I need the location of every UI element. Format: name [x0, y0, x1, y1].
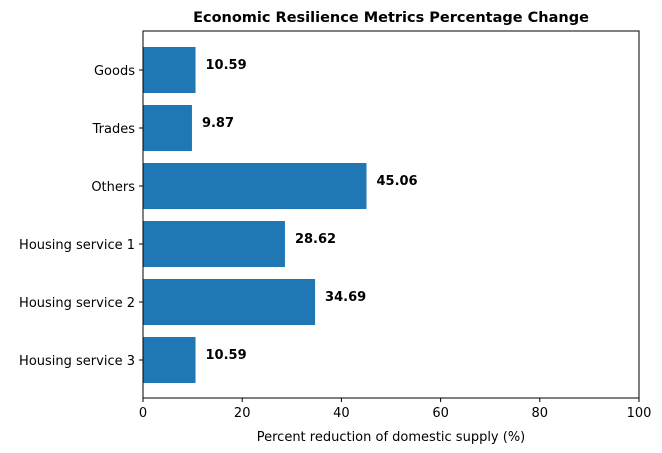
data-label-1: 9.87 — [202, 116, 234, 131]
bar-3 — [143, 221, 285, 267]
data-label-2: 45.06 — [376, 174, 417, 189]
x-tick-label-5: 100 — [627, 406, 652, 421]
y-axis: Goods Trades Others Housing service 1 Housin… — [19, 64, 143, 369]
x-tick-label-2: 40 — [333, 406, 350, 421]
data-label-4: 34.69 — [325, 290, 366, 305]
data-label-0: 10.59 — [206, 58, 247, 73]
x-tick-label-0: 0 — [139, 406, 147, 421]
y-tick-label-0: Goods — [94, 64, 135, 79]
y-tick-label-5: Housing service 3 — [19, 354, 135, 369]
y-tick-label-2: Others — [91, 180, 135, 195]
y-tick-label-3: Housing service 1 — [19, 238, 135, 253]
bar-0 — [143, 47, 196, 93]
data-label-5: 10.59 — [206, 348, 247, 363]
bar-4 — [143, 279, 316, 325]
x-axis-label: Percent reduction of domestic supply (%) — [257, 430, 526, 445]
bars-layer — [143, 47, 367, 383]
bar-1 — [143, 105, 192, 151]
x-tick-label-1: 20 — [234, 406, 251, 421]
x-tick-label-4: 80 — [532, 406, 549, 421]
bar-5 — [143, 337, 196, 383]
chart-title: Economic Resilience Metrics Percentage C… — [193, 10, 589, 26]
x-tick-label-3: 60 — [432, 406, 449, 421]
x-axis: 0 20 40 60 80 100 — [139, 398, 652, 421]
y-tick-label-4: Housing service 2 — [19, 296, 135, 311]
data-label-3: 28.62 — [295, 232, 336, 247]
data-labels-layer: 10.59 9.87 45.06 28.62 34.69 10.59 — [202, 58, 418, 363]
y-tick-label-1: Trades — [92, 122, 136, 137]
bar-2 — [143, 163, 367, 209]
plot-frame — [142, 30, 640, 399]
